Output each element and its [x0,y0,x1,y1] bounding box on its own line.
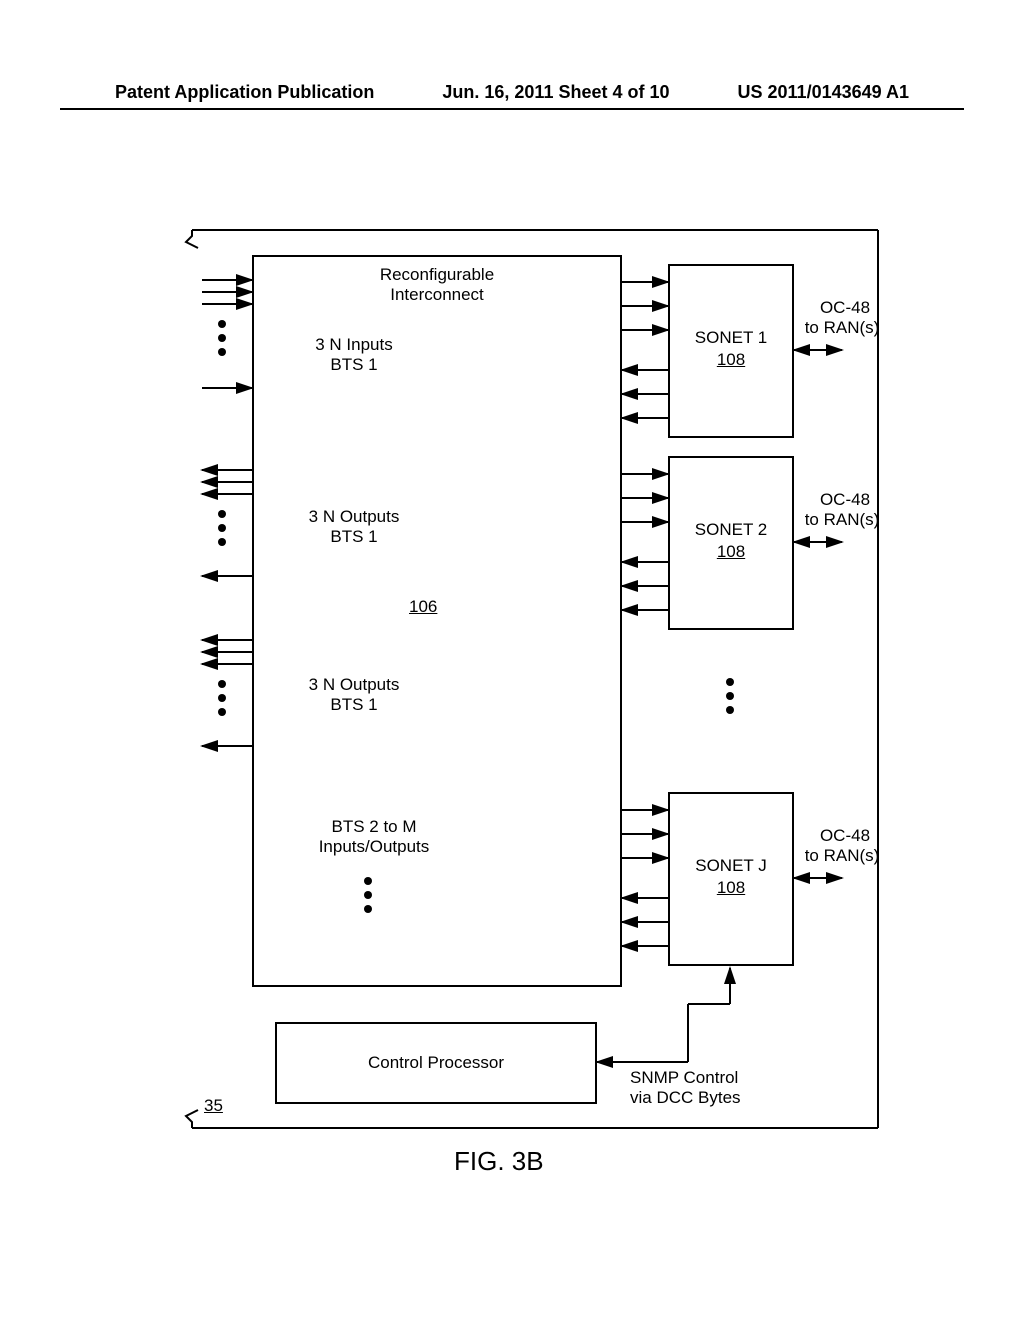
oc2-l1: OC-48 [800,490,890,510]
sonet2-ref: 108 [670,542,792,562]
sonet1-label: SONET 1 [670,328,792,348]
main-title-l2: Interconnect [254,285,620,305]
sonetj-ref: 108 [670,878,792,898]
vdots-left3-icon [218,680,226,716]
g2-l1: 3 N Outputs [274,507,434,527]
sonet2-label: SONET 2 [670,520,792,540]
vdots-left1-icon [218,320,226,356]
reconfigurable-interconnect-box: Reconfigurable Interconnect 3 N Inputs B… [252,255,622,987]
oc1-l1: OC-48 [800,298,890,318]
vdots-icon [364,877,372,913]
sonet1-ref: 108 [670,350,792,370]
header-right: US 2011/0143649 A1 [738,82,909,103]
control-label: Control Processor [368,1053,504,1073]
g2-l2: BTS 1 [274,527,434,547]
g3-l2: BTS 1 [274,695,434,715]
header-center: Jun. 16, 2011 Sheet 4 of 10 [442,82,669,103]
vdots-sonet-icon [726,678,734,714]
sonetj-label: SONET J [670,856,792,876]
oc2-l2: to RAN(s) [792,510,892,530]
oc1-l2: to RAN(s) [792,318,892,338]
sonet2-box: SONET 2 108 [668,456,794,630]
g1-l2: BTS 1 [274,355,434,375]
sonet1-box: SONET 1 108 [668,264,794,438]
figure-label: FIG. 3B [454,1146,544,1177]
page-header: Patent Application Publication Jun. 16, … [0,82,1024,103]
control-processor-box: Control Processor [275,1022,597,1104]
snmp-l2: via DCC Bytes [630,1088,810,1108]
vdots-left2-icon [218,510,226,546]
g1-l1: 3 N Inputs [274,335,434,355]
g4-l2: Inputs/Outputs [274,837,474,857]
g4-l1: BTS 2 to M [274,817,474,837]
snmp-l1: SNMP Control [630,1068,810,1088]
oc3-l2: to RAN(s) [792,846,892,866]
oc3-l1: OC-48 [800,826,890,846]
outer-ref: 35 [204,1096,223,1116]
header-rule [60,108,964,110]
main-title-l1: Reconfigurable [254,265,620,285]
sonetj-box: SONET J 108 [668,792,794,966]
header-left: Patent Application Publication [115,82,374,103]
g3-l1: 3 N Outputs [274,675,434,695]
main-ref: 106 [409,597,437,617]
page: Patent Application Publication Jun. 16, … [0,0,1024,1320]
